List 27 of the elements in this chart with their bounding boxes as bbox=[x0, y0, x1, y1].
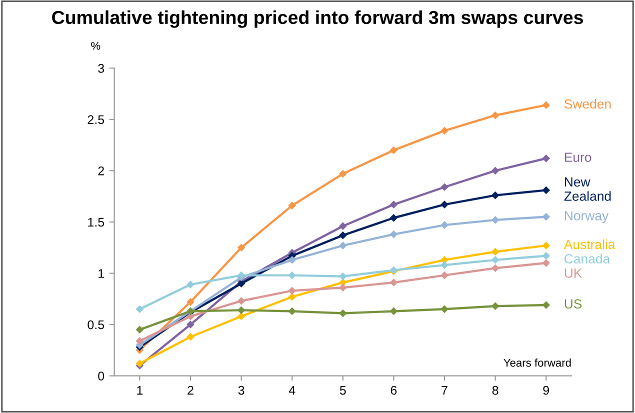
x-tick-label: 6 bbox=[390, 386, 397, 395]
x-tick-label: 8 bbox=[492, 386, 498, 395]
series-label: Norway bbox=[564, 211, 609, 224]
y-tick-label: 1.5 bbox=[88, 218, 104, 227]
x-tick-label: 1 bbox=[137, 386, 143, 395]
y-tick-label: 0 bbox=[98, 372, 104, 380]
x-tick-label: 9 bbox=[543, 386, 549, 395]
series-label: US bbox=[564, 299, 582, 309]
x-tick-label: 2 bbox=[188, 386, 194, 395]
x-tick-label: 4 bbox=[288, 386, 296, 395]
chart-title: Cumulative tightening priced into forward 3m swaps curves bbox=[52, 10, 583, 28]
series-label: New Zealand bbox=[564, 177, 611, 201]
series-label: UK bbox=[564, 268, 582, 278]
y-tick-label: 3 bbox=[98, 64, 104, 73]
series-label: Euro bbox=[564, 152, 592, 162]
x-axis-title: Years forward bbox=[504, 358, 571, 367]
y-axis-title: % bbox=[91, 42, 100, 50]
y-tick-label: 2.5 bbox=[88, 115, 104, 124]
series-label: Australia bbox=[564, 239, 616, 250]
series-label: Sweden bbox=[564, 98, 611, 109]
y-tick-label: 2 bbox=[98, 166, 104, 176]
x-tick-label: 5 bbox=[340, 386, 346, 395]
y-tick-label: 0.5 bbox=[88, 320, 104, 330]
series-label: Canada bbox=[564, 254, 610, 264]
x-tick-label: 3 bbox=[238, 386, 244, 395]
x-tick-label: 7 bbox=[442, 386, 448, 395]
y-tick-label: 1 bbox=[98, 269, 104, 278]
